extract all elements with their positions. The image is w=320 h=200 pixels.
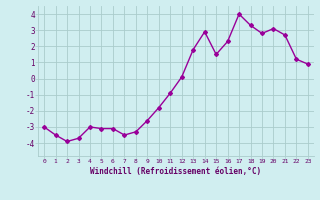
X-axis label: Windchill (Refroidissement éolien,°C): Windchill (Refroidissement éolien,°C) bbox=[91, 167, 261, 176]
